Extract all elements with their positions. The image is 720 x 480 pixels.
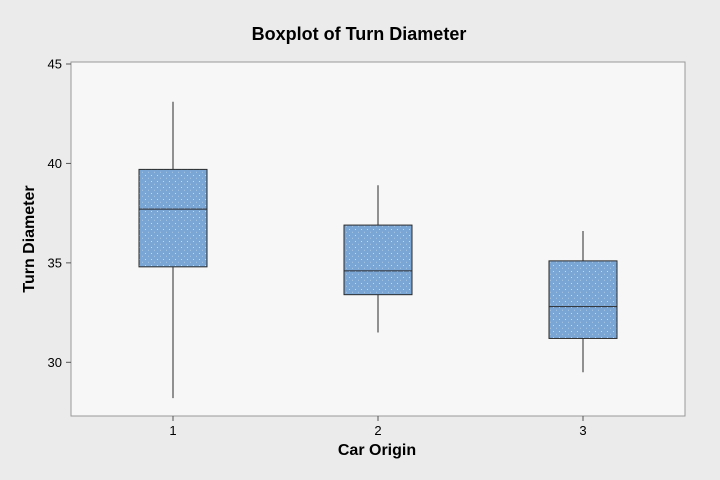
box-group-3 xyxy=(548,231,618,373)
y-axis: 30 35 40 45 xyxy=(48,56,71,370)
x-tick-label: 1 xyxy=(169,423,176,438)
y-tick-label: 40 xyxy=(48,156,62,171)
box-group-2 xyxy=(343,185,413,333)
y-tick-label: 30 xyxy=(48,355,62,370)
x-tick-label: 3 xyxy=(579,423,586,438)
box-iqr xyxy=(343,224,413,296)
y-tick-label: 35 xyxy=(48,255,62,270)
y-axis-label: Turn Diameter xyxy=(21,185,38,292)
x-axis: 1 2 3 xyxy=(169,416,587,438)
boxes xyxy=(138,101,618,399)
x-tick-label: 2 xyxy=(374,423,381,438)
box-group-1 xyxy=(138,101,208,399)
box-iqr xyxy=(138,168,208,268)
chart-title: Boxplot of Turn Diameter xyxy=(252,24,467,44)
box-iqr xyxy=(548,260,618,339)
y-tick-label: 45 xyxy=(48,56,62,71)
x-axis-label: Car Origin xyxy=(338,442,416,459)
